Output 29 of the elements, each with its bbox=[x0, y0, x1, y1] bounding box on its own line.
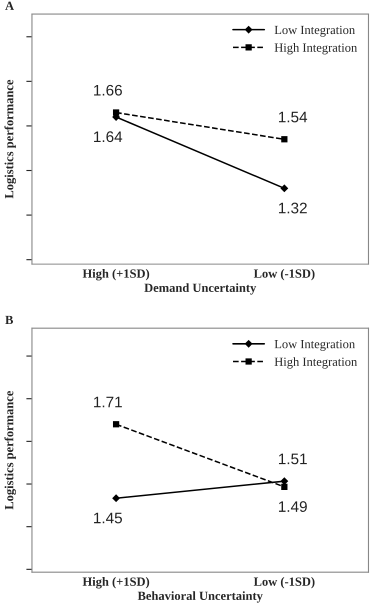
data-label: 1.64 bbox=[94, 131, 122, 142]
point bbox=[112, 494, 120, 502]
x-axis-title: Demand Uncertainty bbox=[144, 283, 256, 295]
x-tick-label: Low (-1SD) bbox=[254, 268, 315, 280]
point bbox=[281, 484, 288, 490]
legend-label: High Integration bbox=[274, 43, 358, 54]
data-label: 1.66 bbox=[94, 84, 122, 96]
x-axis-title: Behavioral Uncertainty bbox=[138, 591, 263, 603]
point bbox=[112, 109, 120, 116]
y-axis-title: Logistics performance bbox=[4, 80, 16, 198]
legend-label: Low Integration bbox=[274, 26, 355, 37]
point bbox=[280, 478, 288, 485]
x-tick-label: Low (-1SD) bbox=[254, 577, 315, 588]
data-label: 1.45 bbox=[94, 512, 122, 524]
data-label: 1.54 bbox=[278, 112, 308, 122]
x-tick-label: High (+1SD) bbox=[82, 268, 150, 280]
data-label: 1.49 bbox=[278, 501, 307, 512]
chart-title: A bbox=[5, 2, 14, 10]
point bbox=[281, 136, 288, 142]
point bbox=[112, 421, 120, 428]
y-axis-title: Logistics performance bbox=[4, 390, 16, 510]
legend-label: High Integration bbox=[274, 357, 358, 369]
legend-label: Low Integration bbox=[274, 340, 355, 351]
data-label: 1.71 bbox=[94, 396, 122, 408]
chart-title: B bbox=[5, 316, 14, 324]
data-label: 1.51 bbox=[278, 454, 307, 464]
data-label: 1.32 bbox=[278, 202, 307, 214]
point bbox=[280, 184, 288, 192]
x-tick-label: High (+1SD) bbox=[82, 577, 150, 588]
